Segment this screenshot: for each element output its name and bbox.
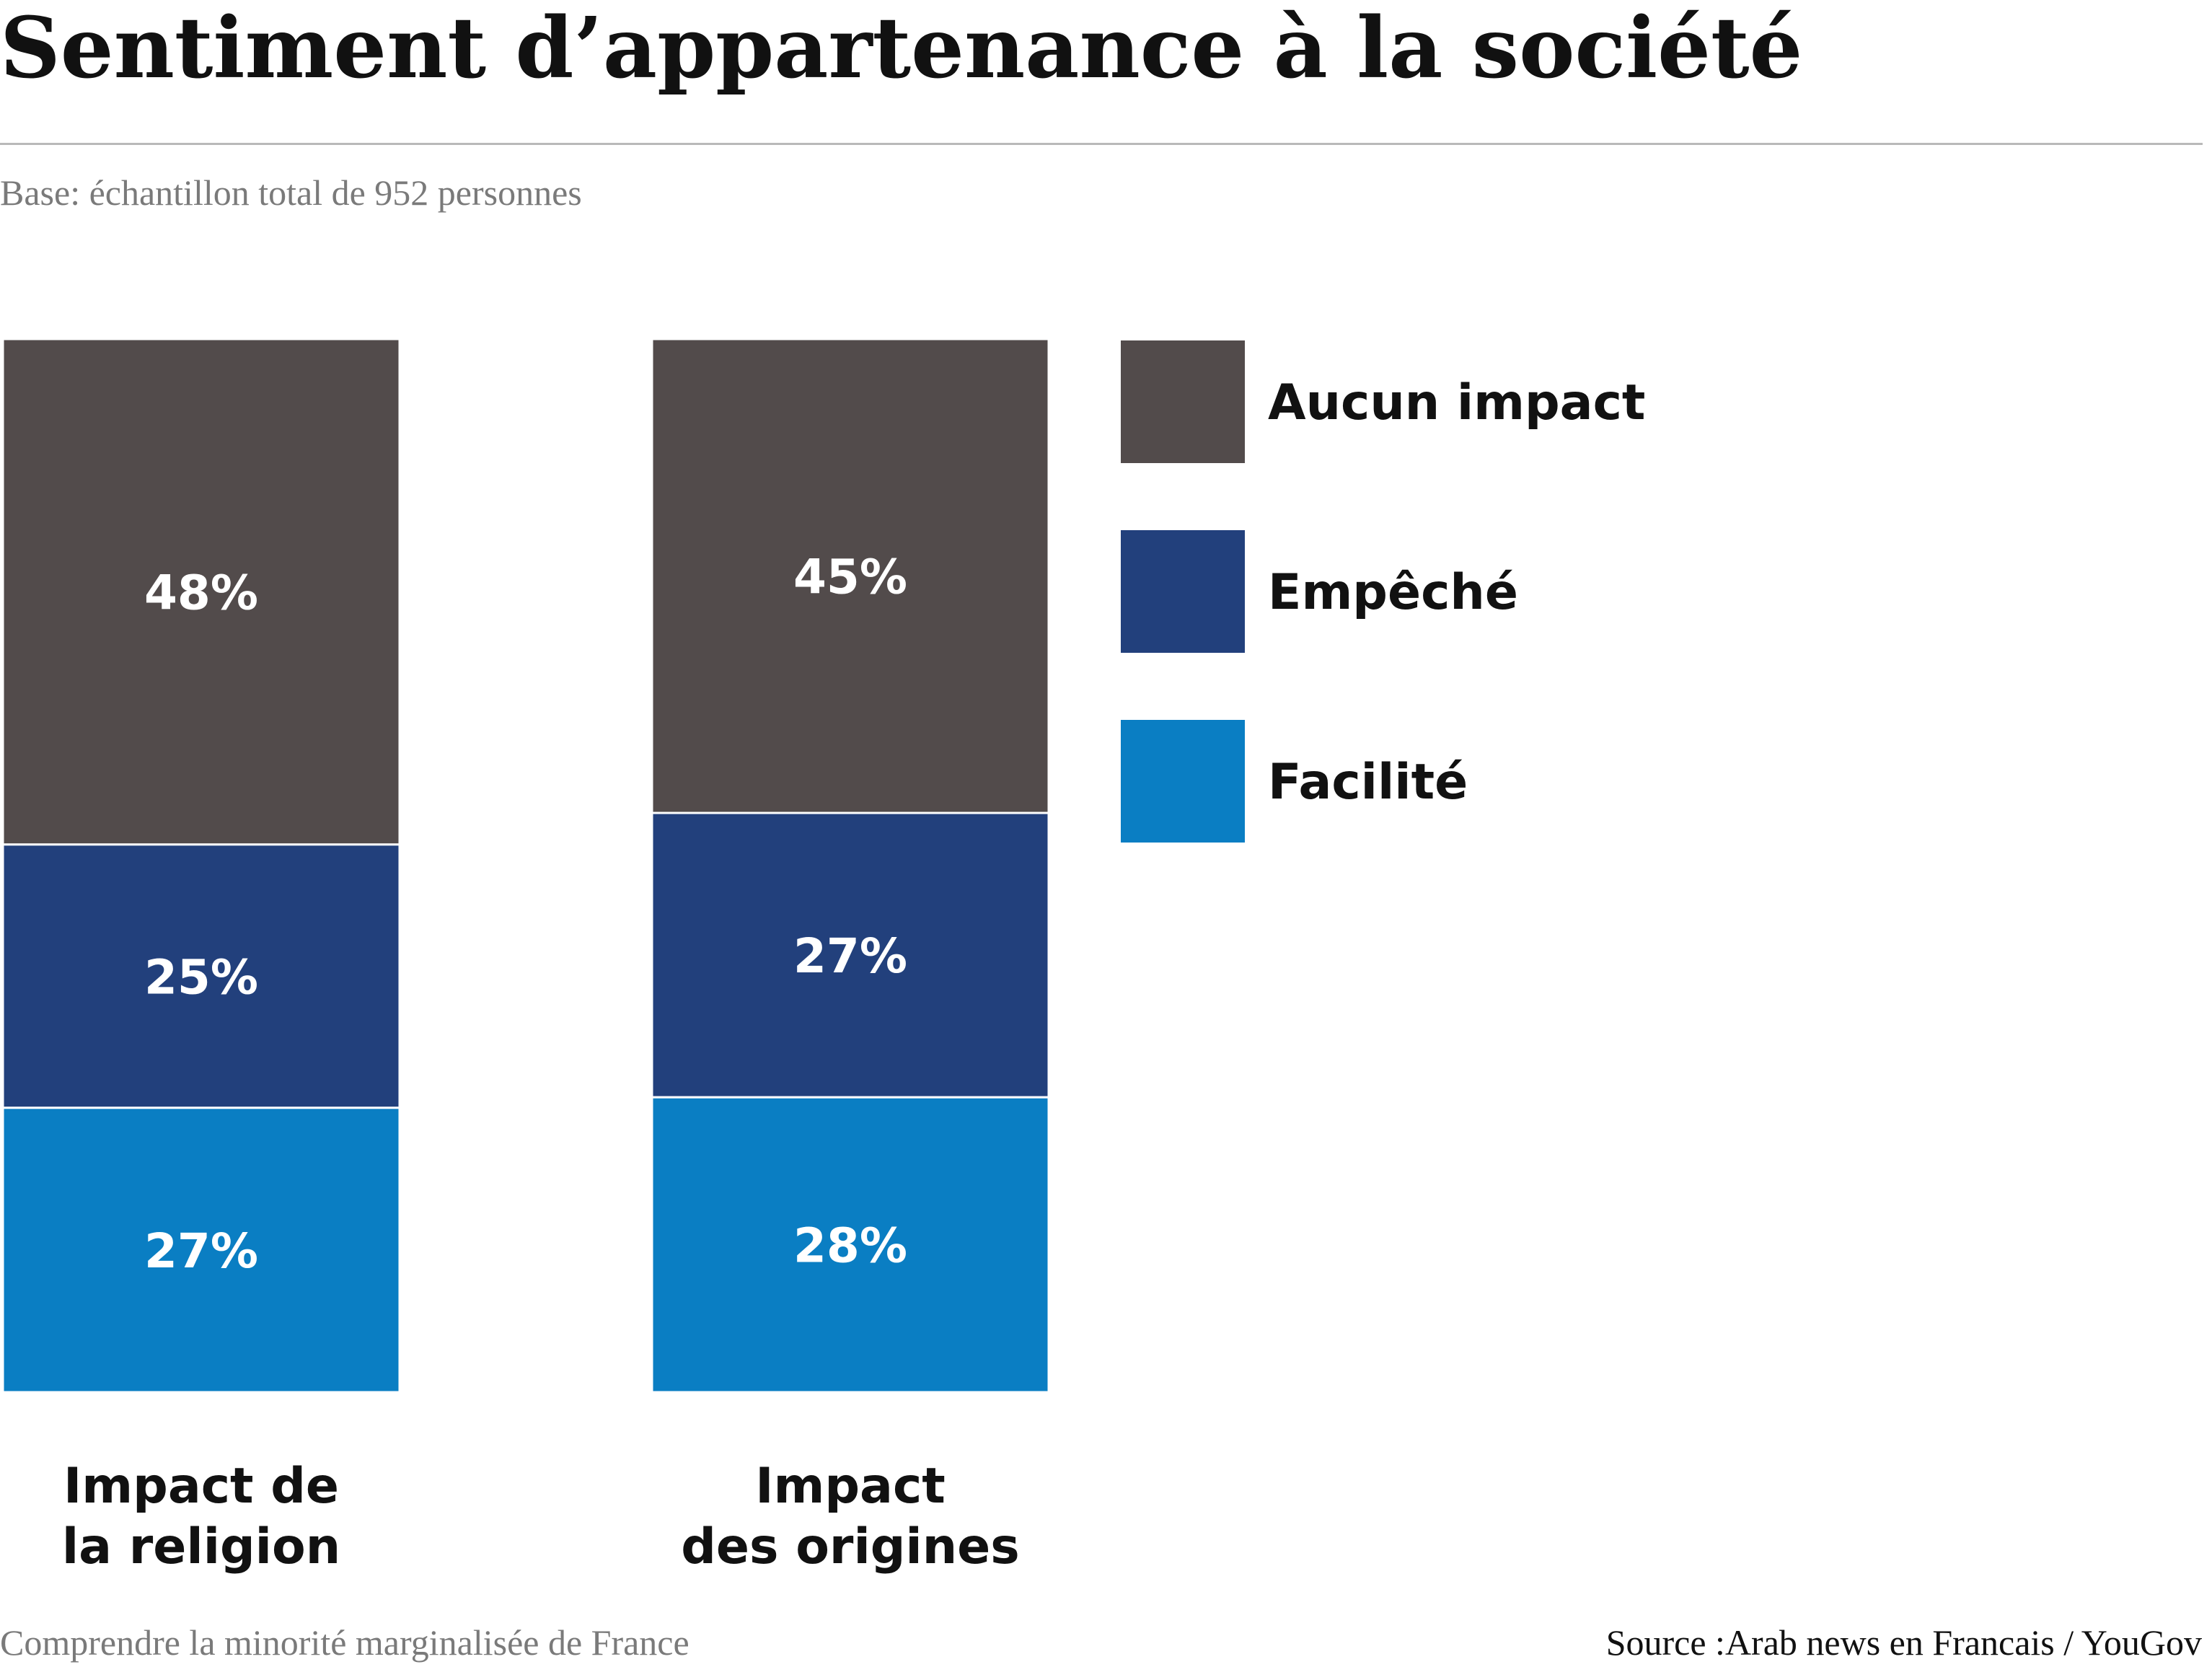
data-label-aucun-impact-2: 45%	[793, 550, 907, 605]
footer-note: Comprendre la minorité marginalisée de F…	[0, 1622, 689, 1663]
bar-segment-aucun-impact-2	[651, 338, 1050, 814]
legend-swatch-aucun-impact	[1121, 340, 1245, 463]
bar-segment-empeche-1	[1, 843, 401, 1109]
category-label-1-line-1: Impact de	[63, 1458, 339, 1515]
source-credit: Source :Arab news en Francais / YouGov	[1605, 1622, 2202, 1663]
data-label-aucun-impact-1: 48%	[144, 565, 258, 620]
legend-swatch-facilite	[1121, 720, 1245, 843]
data-label-empeche-1: 25%	[144, 949, 258, 1005]
bar-segment-empeche-2	[651, 811, 1050, 1099]
chart-title: Sentiment d’appartenance à la société	[0, 0, 1803, 97]
data-label-empeche-2: 27%	[793, 928, 907, 984]
category-label-2-line-1: Impact	[755, 1458, 946, 1515]
category-label-1-line-2: la religion	[62, 1518, 340, 1575]
legend-label-empeche: Empêché	[1268, 564, 1518, 621]
bar-segment-aucun-impact-1	[1, 338, 401, 846]
legend-swatch-empeche	[1121, 530, 1245, 653]
data-label-facilite-1: 27%	[144, 1223, 258, 1279]
legend-label-facilite: Facilité	[1268, 754, 1468, 811]
legend-label-aucun-impact: Aucun impact	[1268, 374, 1645, 431]
bar-segment-facilite-2	[651, 1096, 1050, 1394]
bar-segment-facilite-1	[1, 1107, 401, 1394]
data-label-facilite-2: 28%	[793, 1218, 907, 1274]
chart-subtitle: Base: échantillon total de 952 personnes	[0, 172, 582, 213]
category-label-2-line-2: des origines	[681, 1518, 1020, 1575]
title-divider	[0, 143, 2203, 145]
